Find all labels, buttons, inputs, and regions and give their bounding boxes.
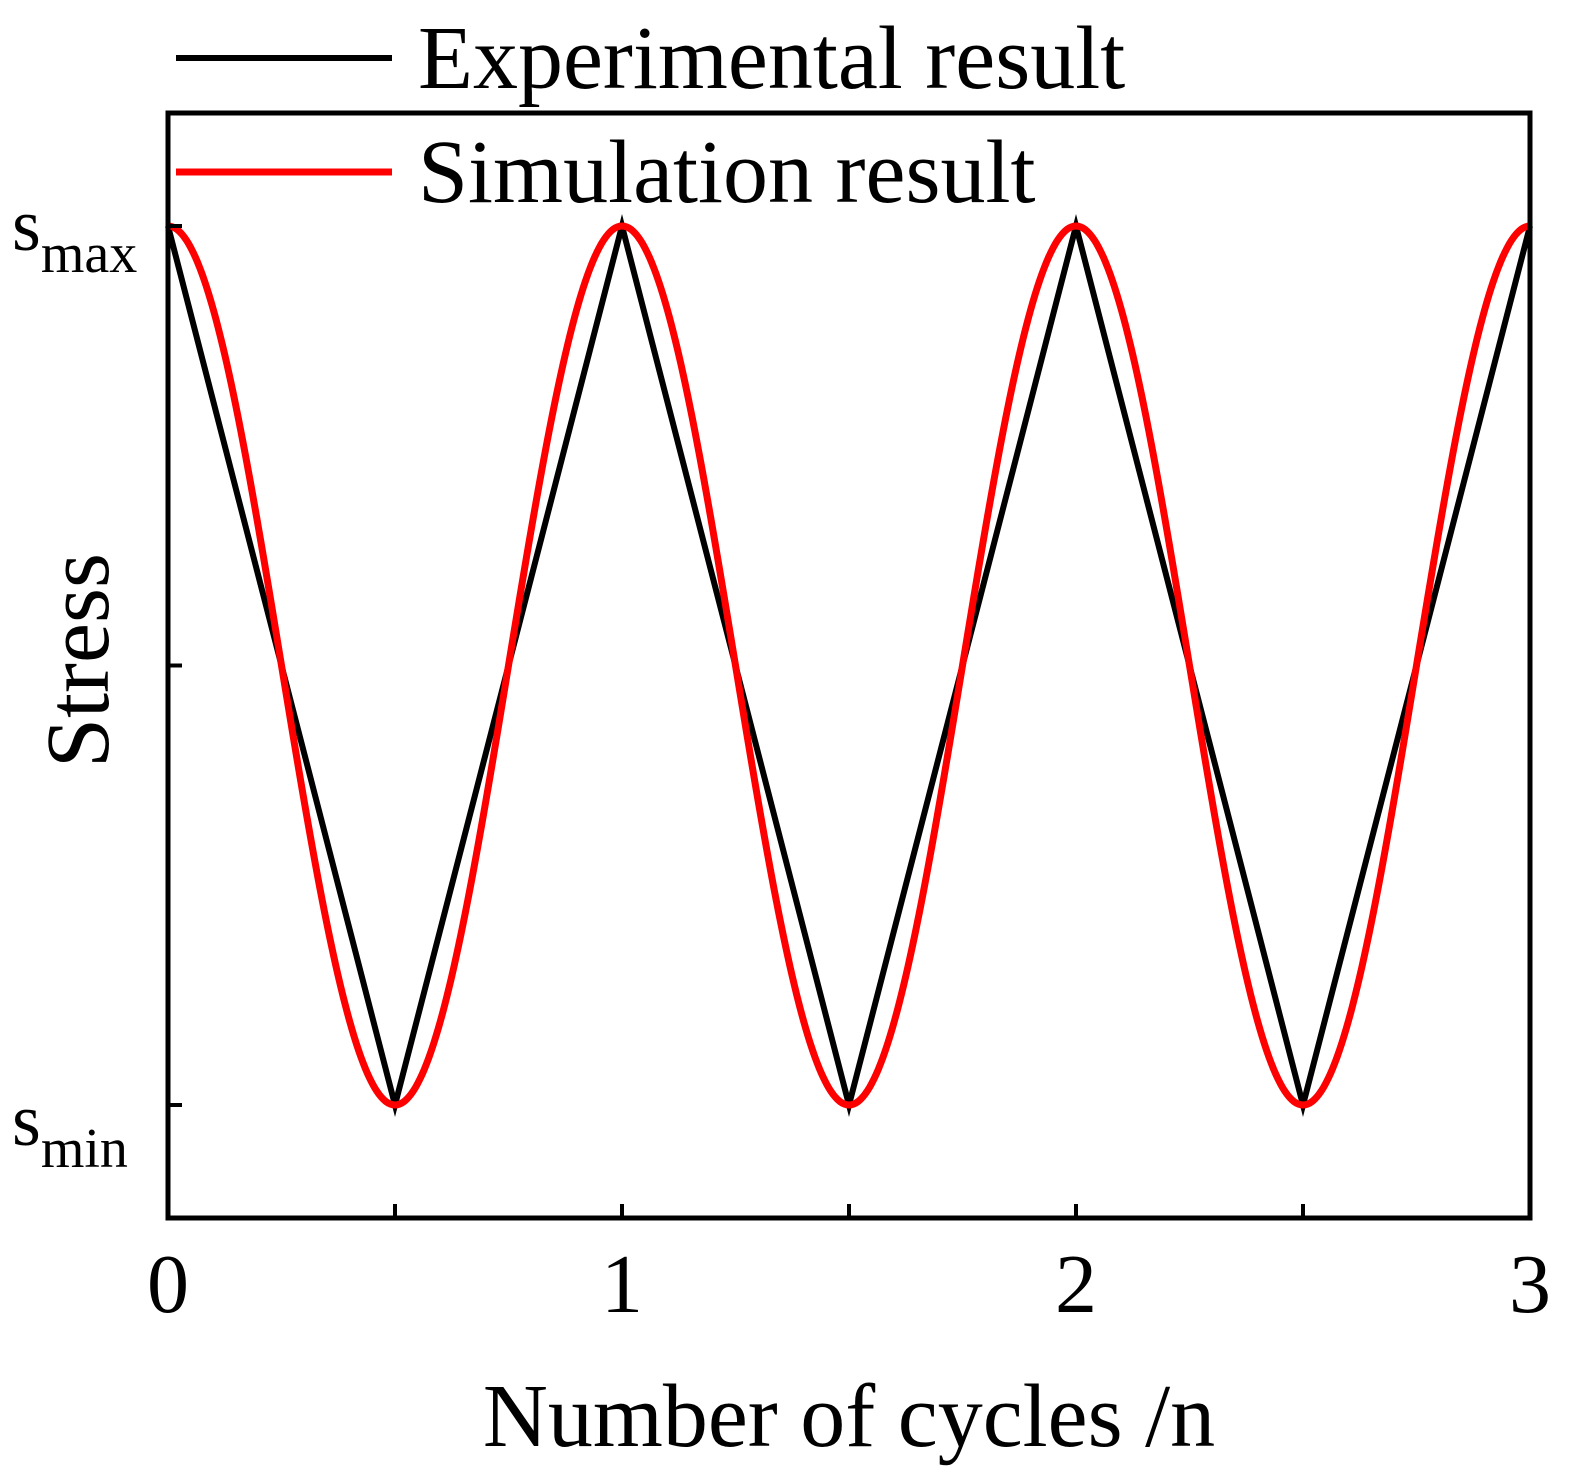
y-tick-label-subscript: max [41, 223, 137, 285]
plot-frame [165, 110, 1533, 1221]
x-tick-label: 1 [601, 1238, 643, 1331]
series-line-simulation-result [167, 222, 1531, 1109]
x-axis-label: Number of cycles /n [483, 1367, 1215, 1466]
legend-label: Simulation result [418, 123, 1035, 222]
y-tick-label-subscript: min [41, 1118, 128, 1180]
y-tick-label-base: s [12, 185, 41, 267]
y-tick-label: smin [12, 1080, 128, 1180]
y-tick-label: smax [12, 185, 137, 285]
x-tick-label: 3 [1509, 1238, 1551, 1331]
series-line-experimental-result [165, 214, 1533, 1117]
y-axis-label: Stress [29, 553, 128, 768]
y-tick-label-base: s [12, 1080, 41, 1162]
legend-label: Experimental result [418, 9, 1125, 108]
legend: Experimental result Simulation result [176, 9, 1125, 222]
x-tick-label: 2 [1055, 1238, 1097, 1331]
x-axis-ticks: 0 1 2 3 [147, 1204, 1551, 1331]
plot-lines [165, 214, 1533, 1117]
x-tick-label: 0 [147, 1238, 189, 1331]
